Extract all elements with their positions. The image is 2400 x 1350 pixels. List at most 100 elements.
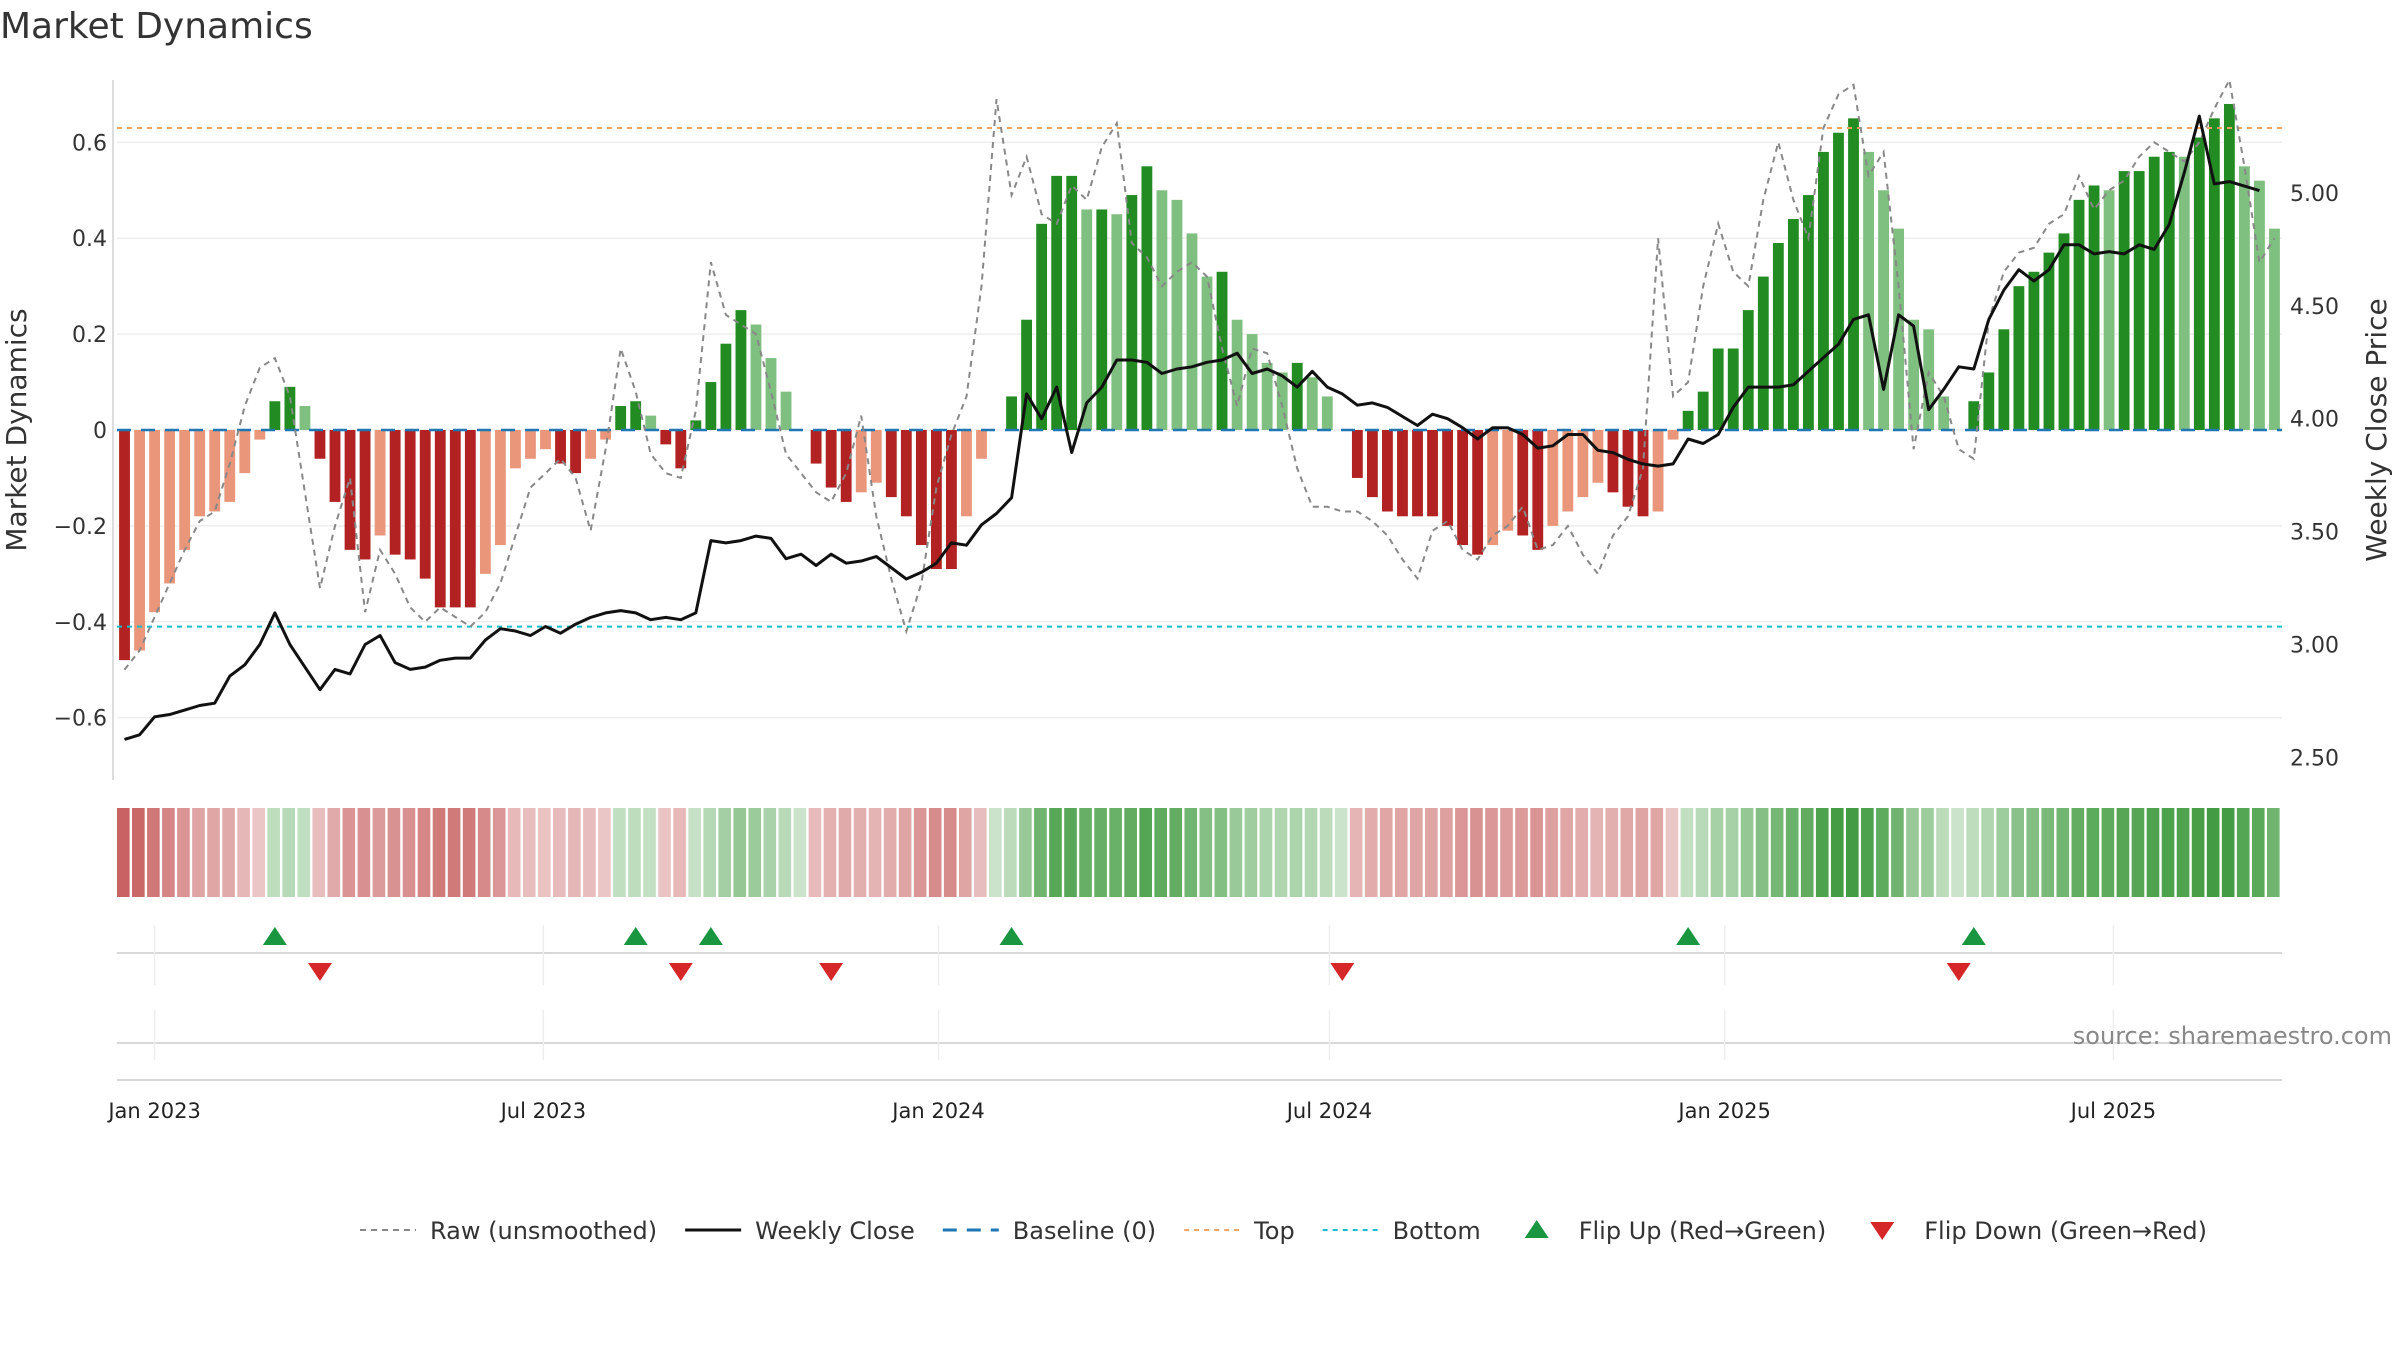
- heat-strip-cell: [989, 808, 1002, 897]
- bar: [1276, 372, 1288, 430]
- heat-strip-cell: [1409, 808, 1423, 897]
- bar: [2163, 151, 2175, 431]
- x-tick-label: Jul 2023: [499, 1099, 586, 1123]
- bar: [1427, 430, 1438, 517]
- heat-strip-cell: [598, 808, 611, 897]
- heat-strip-cell: [2041, 808, 2055, 897]
- heat-strip-cell: [387, 808, 401, 897]
- legend-label: Flip Up (Red→Green): [1579, 1217, 1827, 1245]
- legend-label: Raw (unsmoothed): [430, 1217, 657, 1245]
- bar: [720, 343, 732, 430]
- heat-strip-cell: [2161, 808, 2175, 897]
- bar: [675, 430, 687, 469]
- heat-strip-cell: [147, 808, 160, 897]
- bar: [555, 430, 566, 464]
- heat-strip-cell: [838, 808, 852, 897]
- bar: [1246, 334, 1258, 430]
- heat-strip-cell: [462, 808, 476, 897]
- bar: [1577, 430, 1589, 498]
- bar: [1532, 430, 1544, 550]
- flip-down-marker: [1946, 963, 1971, 981]
- heat-strip-cell: [417, 808, 431, 897]
- heat-strip-cell: [1785, 808, 1799, 897]
- heat-strip-cell: [583, 808, 596, 897]
- heat-strip-cell: [1500, 808, 1513, 897]
- bar: [870, 430, 882, 483]
- bar: [540, 430, 551, 450]
- bar: [1442, 430, 1453, 526]
- heat-strip-cell: [1019, 808, 1032, 897]
- bar: [2239, 166, 2250, 430]
- bar: [1863, 151, 1874, 431]
- bar: [464, 430, 476, 608]
- bar: [434, 430, 446, 608]
- legend-item: Bottom: [1322, 1217, 1481, 1245]
- bar: [404, 430, 416, 560]
- heat-strip-cell: [342, 808, 356, 897]
- heat-strip-cell: [1034, 808, 1047, 897]
- bar: [930, 430, 942, 570]
- bar: [750, 324, 762, 430]
- bar: [1186, 233, 1198, 430]
- heat-strip-cell: [793, 808, 807, 897]
- chart-title: Market Dynamics: [0, 6, 313, 47]
- bar: [119, 430, 130, 661]
- heat-strip-cell: [192, 808, 205, 897]
- bar: [1652, 430, 1664, 512]
- heat-strip-cell: [703, 808, 716, 897]
- heat-strip-cell: [1064, 808, 1077, 897]
- heat-strip-cell: [1876, 808, 1889, 897]
- heat-strip-cell: [2221, 808, 2235, 897]
- bar: [2043, 252, 2055, 430]
- heat-strip-cell: [688, 808, 701, 897]
- bar: [479, 430, 491, 574]
- bar: [1968, 401, 1980, 430]
- heat-strip-cell: [1635, 808, 1649, 897]
- bar: [615, 406, 627, 430]
- bar: [1261, 362, 1273, 430]
- heat-strip-cell: [1379, 808, 1393, 897]
- bar: [2148, 156, 2160, 430]
- y-tick-label: −0.2: [54, 515, 107, 540]
- heat-strip-cell: [522, 808, 536, 897]
- bar: [1066, 175, 1078, 430]
- bar: [2028, 271, 2040, 430]
- bar: [825, 430, 837, 488]
- bar: [134, 430, 145, 651]
- bar: [2193, 137, 2205, 430]
- heat-strip-cell: [1800, 808, 1814, 897]
- flip-down-marker: [1330, 963, 1355, 981]
- bar: [585, 430, 597, 459]
- bar: [1592, 430, 1604, 483]
- x-tick-label: Jul 2025: [2069, 1099, 2156, 1123]
- bar: [735, 310, 747, 430]
- bar: [1457, 430, 1469, 546]
- bar: [1517, 430, 1529, 536]
- heat-strip-cell: [1349, 808, 1363, 897]
- heat-strip-cell: [1229, 808, 1243, 897]
- heat-strip-cell: [1304, 808, 1318, 897]
- y-tick-label: 0.2: [72, 323, 107, 348]
- heat-strip-cell: [2086, 808, 2100, 897]
- heat-strip-cell: [928, 808, 942, 897]
- bar: [1893, 228, 1905, 430]
- bar: [2013, 286, 2025, 430]
- bar: [1171, 199, 1183, 430]
- heat-strip-cell: [117, 808, 130, 897]
- heat-strip-cell: [1244, 808, 1258, 897]
- heat-strip-cell: [763, 808, 777, 897]
- y-tick-label: −0.4: [54, 611, 107, 636]
- bar: [374, 430, 386, 536]
- legend-swatch-flip-down: [1870, 1222, 1895, 1240]
- heat-strip-cell: [1951, 808, 1964, 897]
- bar: [1472, 430, 1484, 555]
- heat-strip-cell: [1545, 808, 1558, 897]
- heat-strip-cell: [1560, 808, 1573, 897]
- bar: [1983, 372, 1995, 430]
- heat-strip-cell: [853, 808, 867, 897]
- bar: [1682, 410, 1694, 430]
- heat-strip-cell: [1891, 808, 1904, 897]
- heat-strip-cell: [492, 808, 506, 897]
- y2-axis-title: Weekly Close Price: [2360, 298, 2393, 561]
- bar: [2178, 156, 2190, 430]
